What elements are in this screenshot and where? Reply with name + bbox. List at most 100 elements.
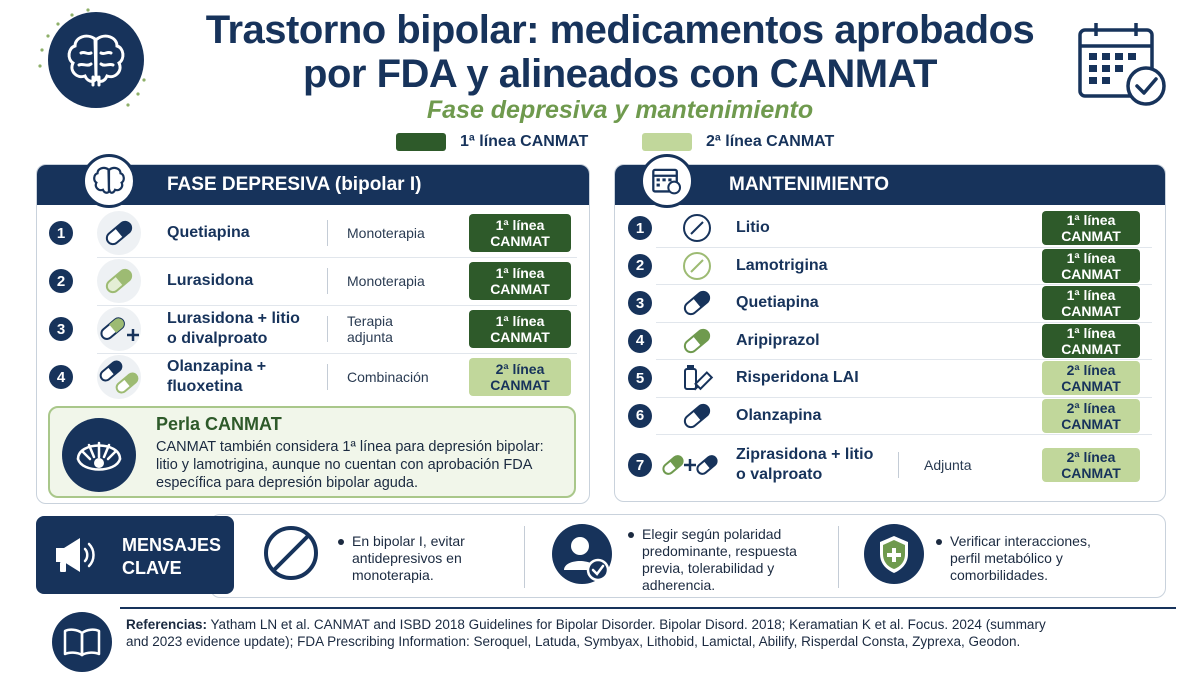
drug-name: Lurasidona + litio o divalproato (167, 310, 300, 347)
row-divider (97, 353, 577, 354)
divider (327, 316, 328, 342)
canmat-badge: 2ª línea CANMAT (1042, 361, 1140, 395)
drug-name: Olanzapina + fluoxetina (167, 358, 267, 395)
depressive-row: 4 Olanzapina + fluoxetina Combinación 2ª … (49, 353, 571, 401)
row-number: 3 (49, 317, 73, 341)
calendar-icon-badge (640, 154, 694, 208)
key-message-2: Elegir según polaridad predominante, resp… (628, 526, 797, 593)
drug-name: Litio (736, 219, 770, 236)
depressive-row: 3 Lurasidona + litio o divalproato Terapi… (49, 305, 571, 353)
row-number: 2 (628, 253, 652, 278)
row-number: 4 (628, 328, 652, 353)
drug-name: Lamotrigina (736, 256, 828, 274)
depressive-row: 2 Lurasidona Monoterapia 1ª línea CANMAT (49, 257, 571, 305)
divider (524, 526, 525, 588)
brain-icon (67, 34, 125, 87)
prohibited-icon (264, 526, 318, 580)
oyster-pearl-icon (62, 418, 136, 492)
legend-label-first: 1ª línea CANMAT (460, 133, 589, 150)
canmat-badge: 2ª línea CANMAT (469, 358, 571, 396)
row-number: 1 (628, 216, 652, 240)
canmat-badge: 1ª línea CANMAT (469, 262, 571, 300)
pearl-text: CANMAT también considera 1ª línea para d… (156, 439, 544, 491)
drug-name: Ziprasidona + litio o valproato (736, 446, 874, 483)
canmat-badge: 1ª línea CANMAT (1042, 248, 1140, 283)
row-divider (656, 321, 1152, 323)
divider (898, 452, 899, 478)
row-divider (656, 359, 1152, 360)
canmat-badge: 2ª línea CANMAT (1042, 448, 1140, 482)
shield-cross-icon (864, 524, 924, 584)
capsule-navy-icon (680, 399, 714, 438)
brain-icon (93, 166, 125, 194)
drug-name: Risperidona LAI (736, 369, 859, 386)
legend-first-line: 1ª línea CANMAT (396, 133, 588, 151)
legend-swatch-first (396, 133, 446, 151)
maintenance-row: 3 Quetiapina 1ª línea CANMAT (628, 285, 1148, 321)
capsule-navy-icon (680, 286, 714, 325)
divider (327, 220, 328, 246)
person-check-icon (552, 524, 612, 584)
row-divider (97, 257, 577, 258)
maintenance-row: 4 Aripiprazol 1ª línea CANMAT (628, 323, 1148, 359)
depressive-row: 1 Quetiapina Monoterapia 1ª línea CANMAT (49, 209, 571, 257)
pearl-callout: Perla CANMAT CANMAT también considera 1ª… (48, 406, 576, 498)
canmat-badge: 1ª línea CANMAT (1042, 286, 1140, 320)
book-icon (52, 612, 112, 672)
row-number: 6 (628, 403, 652, 428)
key-message-3: Verificar interacciones, perfil metabólic… (936, 533, 1091, 583)
calendar-check-icon (652, 168, 682, 195)
title-line-2: por FDA y alineados con CANMAT (303, 52, 937, 96)
capsule-green-icon (97, 259, 141, 303)
row-divider (656, 434, 1152, 435)
row-number: 1 (49, 221, 73, 245)
page-subtitle: Fase depresiva y mantenimiento (426, 96, 814, 124)
row-divider (656, 246, 1152, 248)
legend-swatch-second (642, 133, 692, 151)
key-messages-label: MENSAJES CLAVE (36, 516, 234, 594)
therapy-mode: Monoterapia (347, 273, 425, 289)
panel-depressive-title: FASE DEPRESIVA (bipolar I) (167, 174, 422, 195)
row-number: 5 (628, 366, 652, 390)
canmat-badge: 1ª línea CANMAT (1042, 323, 1140, 358)
row-number: 4 (49, 365, 73, 389)
page-title: Trastorno bipolar: medicamentos aprobado… (160, 8, 1080, 96)
legend-second-line: 2ª línea CANMAT (642, 133, 834, 151)
row-divider (656, 396, 1152, 398)
capsule-plus-capsule-icon (662, 448, 718, 487)
canmat-badge: 1ª línea CANMAT (469, 214, 571, 252)
drug-name: Quetiapina (736, 294, 819, 311)
canmat-badge: 1ª línea CANMAT (469, 310, 571, 348)
drug-name: Olanzapina (736, 406, 822, 424)
divider (327, 364, 328, 390)
divider (838, 526, 839, 588)
references-rule (120, 607, 1176, 609)
capsule-plus-icon (97, 307, 141, 351)
therapy-mode: Adjunta (924, 457, 972, 473)
therapy-mode: Monoterapia (347, 225, 425, 241)
maintenance-row: 1 Litio 1ª línea CANMAT (628, 210, 1148, 246)
maintenance-row: 5 Risperidona LAI 2ª línea CANMAT (628, 360, 1148, 396)
brain-icon-badge (48, 12, 144, 108)
two-capsules-icon (97, 355, 141, 399)
maintenance-row: 7 Ziprasidona + litio o valproato Adjunta 2ª… (628, 441, 1148, 489)
megaphone-icon (56, 538, 95, 572)
drug-name: Aripiprazol (736, 331, 820, 349)
row-divider (97, 305, 577, 306)
maintenance-row: 2 Lamotrigina 1ª línea CANMAT (628, 248, 1148, 284)
therapy-mode: Terapia adjunta (347, 313, 393, 345)
title-line-1: Trastorno bipolar: medicamentos aprobado… (205, 8, 1035, 52)
row-number: 3 (628, 291, 652, 315)
brain-icon-small-badge (82, 154, 136, 208)
tablet-navy-icon (680, 211, 714, 250)
calendar-check-icon (1078, 23, 1166, 106)
canmat-badge: 2ª línea CANMAT (1042, 398, 1140, 433)
references-text: Referencias: Yatham LN et al. CANMAT and… (126, 617, 1046, 649)
canmat-badge: 1ª línea CANMAT (1042, 211, 1140, 245)
drug-name: Lurasidona (167, 272, 254, 289)
key-message-1: En bipolar I, evitar antidepresivos en mon… (338, 533, 465, 583)
row-number: 7 (628, 453, 652, 477)
key-messages-heading: MENSAJES CLAVE (122, 535, 222, 578)
row-divider (656, 284, 1152, 285)
panel-maintenance-title: MANTENIMIENTO (729, 174, 890, 195)
